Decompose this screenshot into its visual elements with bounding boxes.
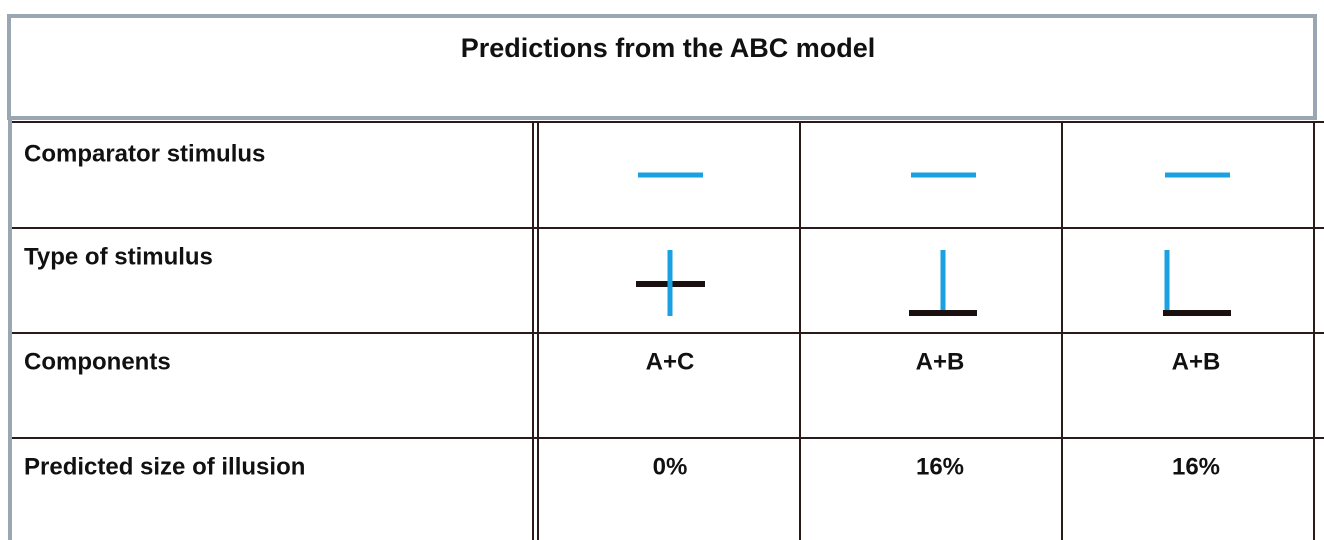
cell: A+B (1172, 348, 1221, 375)
row-label: Comparator stimulus (24, 140, 265, 167)
table-grid (8, 120, 1324, 540)
cell: A+B (916, 348, 965, 375)
cell: 0% (653, 453, 688, 480)
stimulus-icons (636, 250, 1231, 316)
row-label: Components (24, 348, 171, 375)
row-label: Type of stimulus (24, 243, 213, 270)
cell: 16% (1172, 453, 1220, 480)
title-box (7, 14, 1317, 120)
cell: 16% (916, 453, 964, 480)
cell: A+C (646, 348, 695, 375)
row-label: Predicted size of illusion (24, 453, 305, 480)
title: Predictions from the ABC model (461, 33, 876, 63)
